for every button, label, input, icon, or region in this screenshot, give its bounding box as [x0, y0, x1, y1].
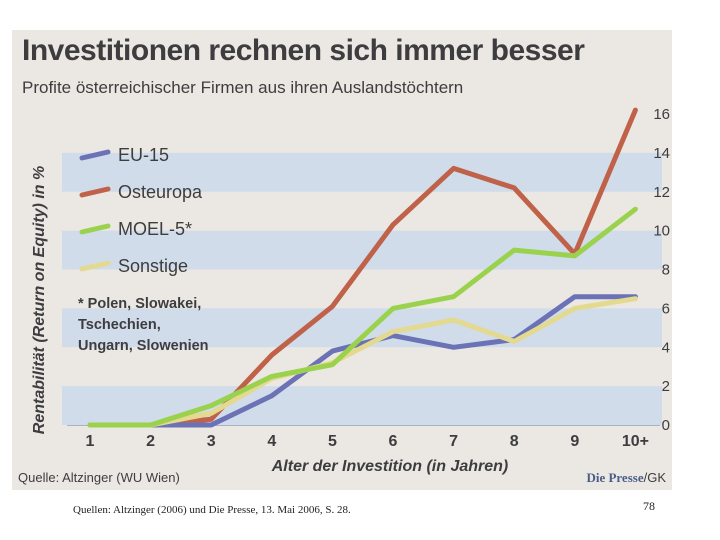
- x-axis-ticks: 1 2 3 4 5 6 7 8 9 10+: [86, 433, 649, 450]
- x-tick-label: 5: [328, 433, 337, 450]
- x-tick-label: 4: [267, 433, 276, 450]
- chart-subtitle: Profite österreichischer Firmen aus ihre…: [22, 78, 464, 97]
- y-tick-label: 6: [662, 300, 670, 317]
- y-tick-label: 16: [653, 106, 670, 123]
- footnote: * Polen, Slowakei, Tschechien, Ungarn, Slo…: [78, 296, 209, 354]
- x-tick-label: 2: [146, 433, 155, 450]
- legend-swatch: [79, 149, 111, 161]
- slide-caption: Quellen: Altzinger (2006) und Die Presse…: [73, 504, 351, 516]
- legend-label: Osteuropa: [118, 182, 203, 202]
- x-tick-label: 10+: [622, 433, 649, 450]
- y-axis-label: Rentabilität (Return on Equity) in %: [31, 166, 48, 434]
- x-tick-label: 7: [449, 433, 458, 450]
- x-tick-label: 3: [207, 433, 216, 450]
- y-axis-ticks: 0 2 4 6 8 10 12 14 16: [653, 106, 670, 434]
- x-axis-label: Alter der Investition (in Jahren): [271, 458, 508, 475]
- series-line-moel-5: [87, 206, 638, 428]
- legend-label: EU-15: [118, 145, 169, 165]
- slide-number: 78: [643, 499, 655, 513]
- chart-title: Investitionen rechnen sich immer besser: [22, 34, 585, 67]
- series-line-osteuropa: [87, 107, 638, 428]
- x-tick-label: 6: [389, 433, 398, 450]
- legend-swatch: [79, 186, 111, 198]
- series-line-eu-15: [87, 294, 638, 428]
- publisher-suffix: /GK: [643, 470, 666, 485]
- publisher-logo: Die Presse: [586, 470, 644, 485]
- y-tick-label: 14: [653, 145, 670, 162]
- y-tick-label: 2: [662, 378, 670, 395]
- footnote-line: Ungarn, Slowenien: [78, 338, 209, 354]
- legend-label: Sonstige: [118, 256, 188, 276]
- legend-label: MOEL-5*: [118, 219, 192, 239]
- y-tick-label: 10: [653, 223, 670, 240]
- x-tick-label: 1: [86, 433, 95, 450]
- source-note: Quelle: Altzinger (WU Wien): [18, 470, 180, 485]
- y-tick-label: 8: [662, 262, 670, 279]
- x-tick-label: 9: [570, 433, 579, 450]
- legend-swatch: [79, 223, 111, 235]
- series-lines: [87, 107, 638, 428]
- footnote-line: * Polen, Slowakei,: [78, 296, 201, 312]
- legend: EU-15 Osteuropa MOEL-5* Sonstige: [79, 145, 203, 276]
- series-line-sonstige: [87, 296, 638, 428]
- y-tick-label: 0: [662, 417, 670, 434]
- y-tick-label: 4: [662, 339, 670, 356]
- newspaper-clipping: 0 2 4 6 8 10 12 14 16 1 2 3 4 5 6 7 8 9 10+ EU-15 Osteurop…: [12, 30, 672, 490]
- footnote-line: Tschechien,: [78, 317, 161, 333]
- grid-band: [62, 386, 662, 425]
- x-tick-label: 8: [510, 433, 519, 450]
- legend-swatch: [79, 260, 111, 272]
- y-tick-label: 12: [653, 184, 670, 201]
- publisher-credit: Die Presse/GK: [586, 470, 666, 486]
- grid-band: [62, 152, 662, 192]
